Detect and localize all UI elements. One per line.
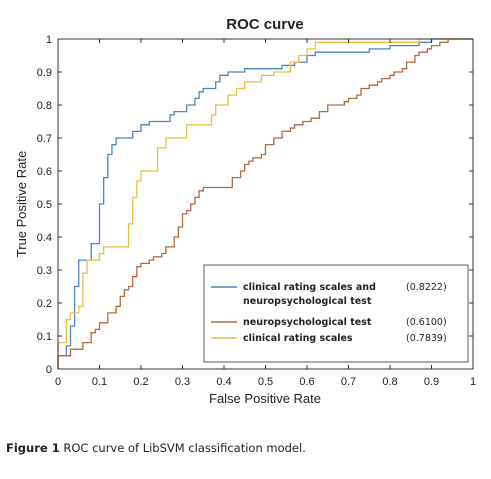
- x-axis-ticks: 0 0.1 0.2 0.3 0.4 0.5 0.6 0.7 0.8 0.9 1: [55, 39, 476, 388]
- y-tick-label: 0.3: [37, 265, 52, 277]
- roc-curve-series-0: [57, 38, 473, 369]
- y-tick-label: 0.4: [37, 232, 52, 244]
- y-axis-ticks: 0 0.1 0.2 0.3 0.4 0.5 0.6 0.7 0.8 0.9 1: [37, 34, 473, 376]
- legend-value-clinical: (0.7839): [406, 333, 447, 344]
- y-tick-label: 0.1: [37, 331, 52, 343]
- legend-value-combined: (0.8222): [406, 282, 447, 293]
- y-axis-label: True Positive Rate: [14, 151, 29, 257]
- x-tick-label: 0.8: [382, 376, 397, 388]
- x-tick-label: 0.1: [92, 376, 107, 388]
- roc-curve-series-2: [57, 38, 473, 369]
- x-tick-label: 0: [55, 376, 61, 388]
- y-tick-label: 0.2: [37, 298, 52, 310]
- x-tick-label: 1: [470, 376, 476, 388]
- x-tick-label: 0.6: [299, 376, 314, 388]
- legend-label-combined-line1: clinical rating scales and: [243, 282, 376, 293]
- y-tick-label: 0.6: [37, 166, 52, 178]
- roc-curve-series-1: [57, 38, 473, 369]
- x-tick-label: 0.5: [258, 376, 273, 388]
- legend-label-combined-line2: neuropsychological test: [243, 296, 372, 307]
- y-tick-label: 0.7: [37, 133, 52, 145]
- y-tick-label: 0.8: [37, 100, 52, 112]
- chart-background: [0, 0, 491, 435]
- x-axis-label: False Positive Rate: [209, 391, 321, 406]
- figure-caption-label: Figure 1: [6, 441, 60, 455]
- series-layer: [57, 38, 473, 369]
- legend-value-neuropsych: (0.6100): [406, 317, 447, 328]
- legend-label-neuropsych: neuropsychological test: [243, 317, 372, 328]
- x-tick-label: 0.4: [216, 376, 231, 388]
- x-tick-label: 0.3: [175, 376, 190, 388]
- x-tick-label: 0.7: [341, 376, 356, 388]
- figure-caption: Figure 1 ROC curve of LibSVM classificat…: [6, 441, 306, 455]
- y-tick-label: 0.5: [37, 199, 52, 211]
- y-tick-label: 0.9: [37, 67, 52, 79]
- y-tick-label: 0: [46, 364, 52, 376]
- figure-caption-text: ROC curve of LibSVM classification model…: [63, 441, 306, 455]
- chart-title: ROC curve: [226, 16, 304, 33]
- y-tick-label: 1: [46, 34, 52, 46]
- legend-label-clinical: clinical rating scales: [243, 333, 353, 344]
- roc-chart: ROC curve 0 0.1 0.2 0.3 0.4 0.5 0.6 0.7 0.8 0.9 1 …: [0, 0, 491, 435]
- x-tick-label: 0.2: [133, 376, 148, 388]
- legend-box: [203, 264, 469, 363]
- x-tick-label: 0.9: [424, 376, 439, 388]
- legend: clinical rating scales and neuropsycholo…: [203, 264, 469, 363]
